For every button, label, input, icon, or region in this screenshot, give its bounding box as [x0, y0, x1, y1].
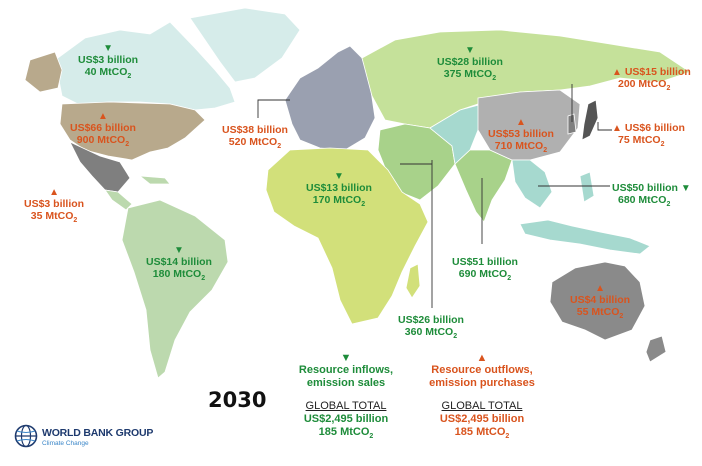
south-asia-west-shape [429, 101, 491, 165]
inflow-arrow-icon: ▼ [103, 43, 113, 54]
region-label-russia: ▼ US$28 billion 375 MtCO2 [437, 45, 503, 83]
inflow-arrow-icon: ▼ [340, 352, 352, 364]
australia-shape [549, 261, 646, 341]
outflow-arrow-icon: ▲ [612, 67, 622, 78]
europe-shape [284, 45, 376, 151]
pointer-lines [257, 84, 612, 308]
region-label-mexico: ▲ US$3 billion 35 MtCO2 [24, 187, 85, 225]
indonesia-shape [519, 219, 651, 255]
global-total-heading: GLOBAL TOTAL [441, 400, 523, 412]
outflow-arrow-icon: ▲ [612, 123, 622, 134]
alaska-shape [24, 51, 63, 93]
region-label-middle-east: US$26 billion 360 MtCO2 [398, 314, 464, 341]
region-label-china: ▲ US$53 billion 710 MtCO2 [488, 117, 554, 155]
japan-shape [581, 99, 599, 141]
region-label-japan: ▲ US$6 billion 75 MtCO2 [612, 122, 685, 149]
legend-inflows: ▼ Resource inflows, emission sales GLOBA… [298, 352, 394, 441]
region-label-latin-america: ▼ US$14 billion 180 MtCO2 [146, 245, 212, 283]
outflow-arrow-icon: ▲ [516, 117, 526, 128]
region-label-east-asia-pacific: US$50 billion ▼ 680 MtCO2 [612, 182, 691, 209]
region-label-korea: ▲ US$15 billion 200 MtCO2 [612, 66, 691, 93]
logo-subtitle: Climate Change [42, 440, 89, 447]
africa-shape [265, 147, 429, 325]
caribbean-shape [138, 175, 171, 185]
central-america-shape [104, 189, 133, 211]
legend-outflows: ▲ Resource outflows, emission purchases … [426, 352, 538, 443]
south-america-shape [121, 199, 229, 379]
new-zealand-shape [645, 335, 667, 363]
globe-icon [14, 424, 38, 448]
inflow-arrow-icon: ▼ [334, 171, 344, 182]
region-label-usa: ▲ US$66 billion 900 MtCO2 [70, 111, 136, 149]
inflow-arrow-icon: ▼ [680, 183, 691, 194]
region-label-europe: US$38 billion 520 MtCO2 [222, 124, 288, 151]
region-label-south-asia: US$51 billion 690 MtCO2 [452, 256, 518, 283]
outflow-arrow-icon: ▲ [595, 283, 605, 294]
outflow-arrow-icon: ▲ [49, 187, 59, 198]
global-total-heading: GLOBAL TOTAL [305, 400, 387, 412]
madagascar-shape [405, 263, 421, 299]
region-label-canada: ▼ US$3 billion 40 MtCO2 [78, 43, 139, 81]
middle-east-shape [377, 123, 456, 201]
year-label: 2030 [208, 388, 267, 412]
southeast-asia-shape [511, 159, 553, 209]
outflow-arrow-icon: ▲ [476, 352, 488, 364]
india-shape [454, 149, 513, 223]
usa-shape [59, 101, 206, 161]
china-shape [477, 89, 581, 161]
logo-org-name: WORLD BANK GROUP [42, 427, 154, 439]
inflow-arrow-icon: ▼ [465, 45, 475, 56]
outflow-arrow-icon: ▲ [98, 111, 108, 122]
philippines-shape [579, 171, 595, 203]
greenland-shape [189, 7, 301, 83]
region-label-australia: ▲ US$4 billion 55 MtCO2 [570, 283, 631, 321]
inflow-arrow-icon: ▼ [174, 245, 184, 256]
region-label-africa: ▼ US$13 billion 170 MtCO2 [306, 171, 372, 209]
